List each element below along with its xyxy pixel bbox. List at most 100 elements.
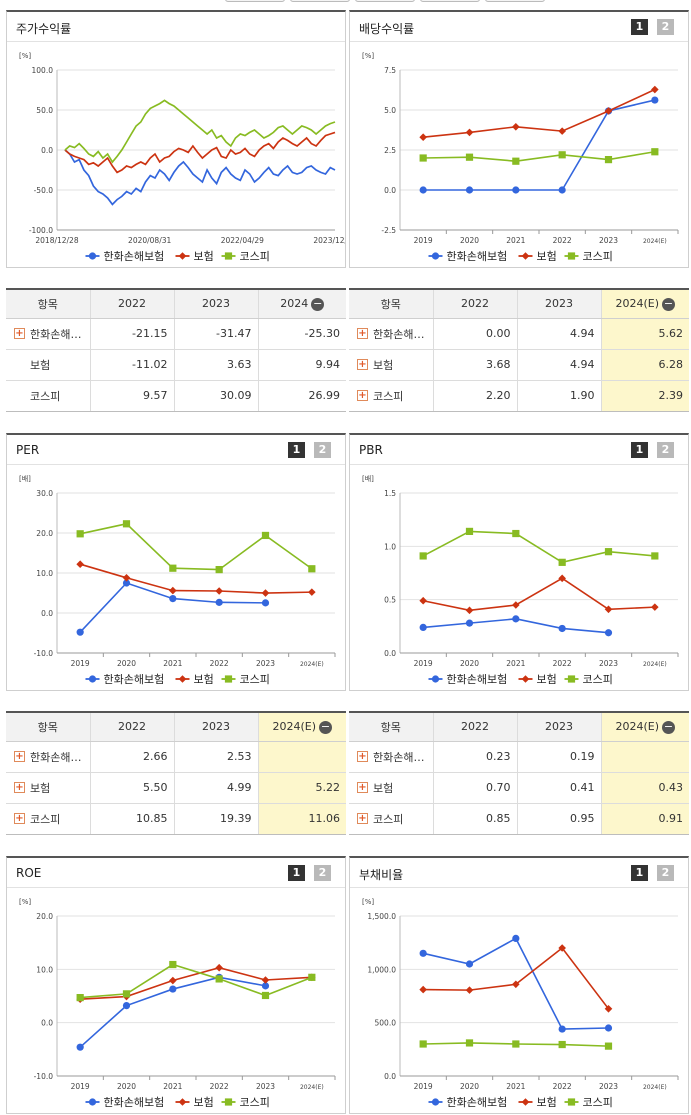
- legend-item[interactable]: 코스피: [564, 1096, 613, 1109]
- legend-item[interactable]: 한화손해보험: [85, 672, 165, 686]
- y-tick-label: 0.0: [384, 1072, 396, 1081]
- page-2-button[interactable]: 2: [657, 19, 674, 35]
- value-cell: 0.00: [432, 318, 517, 350]
- expand-plus-icon[interactable]: +: [357, 813, 368, 824]
- row-name-cell: + 보험: [349, 772, 433, 804]
- data-point: [512, 157, 520, 165]
- table-header: 2024(E) −: [600, 712, 689, 742]
- table-header: 2022: [432, 712, 517, 742]
- legend-item[interactable]: 한화손해보험: [428, 1095, 508, 1109]
- table-header: 항목: [349, 712, 433, 742]
- series-line: [80, 966, 312, 1000]
- page-1-button[interactable]: 1: [631, 442, 648, 458]
- page-2-button[interactable]: 2: [657, 865, 674, 881]
- panel-header: PER 1 2: [7, 435, 345, 465]
- data-point: [76, 560, 84, 568]
- x-tick-label: 2019: [71, 1082, 90, 1091]
- page-1-button[interactable]: 1: [288, 442, 305, 458]
- y-unit-label: [%]: [19, 52, 31, 60]
- page-2-button[interactable]: 2: [314, 442, 331, 458]
- data-point: [122, 990, 131, 998]
- value-cell: 2.66: [89, 741, 174, 773]
- legend-item[interactable]: 보험: [518, 250, 557, 263]
- legend-item[interactable]: 코스피: [564, 673, 613, 686]
- page-1-button[interactable]: 1: [631, 865, 648, 881]
- data-point: [419, 552, 427, 560]
- legend-item[interactable]: 한화손해보험: [428, 249, 508, 263]
- expand-plus-icon[interactable]: +: [14, 813, 25, 824]
- panel-title: 부채비율: [359, 868, 404, 882]
- y-tick-label: 1.0: [384, 542, 396, 551]
- legend-item[interactable]: 보험: [175, 673, 214, 686]
- series-line: [423, 88, 656, 138]
- row-name-cell: 코스피: [6, 380, 90, 412]
- data-point: [419, 186, 427, 194]
- legend-item[interactable]: 보험: [175, 250, 214, 263]
- top-control[interactable]: [290, 0, 350, 2]
- row-name: 코스피: [373, 389, 404, 403]
- collapse-icon[interactable]: −: [662, 719, 676, 734]
- y-tick-label: 0.0: [384, 649, 396, 658]
- legend-item[interactable]: 한화손해보험: [85, 249, 165, 263]
- expand-plus-icon[interactable]: +: [357, 328, 368, 339]
- x-tick-label: 2021: [163, 659, 182, 668]
- series-1-line: [64, 149, 336, 206]
- expand-plus-icon[interactable]: +: [14, 782, 25, 793]
- top-control[interactable]: [485, 0, 545, 2]
- legend-marker: [431, 675, 440, 683]
- legend-item[interactable]: 코스피: [564, 250, 613, 263]
- series-3: [76, 960, 316, 1002]
- top-control[interactable]: [225, 0, 285, 2]
- legend-item[interactable]: 한화손해보험: [428, 672, 508, 686]
- data-point: [512, 186, 520, 194]
- row-name: 한화손해…: [373, 327, 425, 341]
- expand-plus-icon[interactable]: +: [357, 359, 368, 370]
- data-point: [512, 1040, 520, 1048]
- expand-plus-icon[interactable]: +: [357, 782, 368, 793]
- legend-item[interactable]: 보험: [518, 1096, 557, 1109]
- expand-plus-icon[interactable]: +: [14, 751, 25, 762]
- value-cell: 0.41: [516, 772, 601, 804]
- top-control[interactable]: [355, 0, 415, 2]
- legend-label: 한화손해보험: [447, 672, 508, 686]
- data-point: [169, 564, 177, 572]
- legend-item[interactable]: 보험: [175, 1096, 214, 1109]
- y-tick-label: 100.0: [32, 66, 54, 75]
- row-name: 코스피: [30, 812, 61, 826]
- page-1-button[interactable]: 1: [631, 19, 648, 35]
- expand-plus-icon[interactable]: +: [14, 328, 25, 339]
- legend-item[interactable]: 한화손해보험: [85, 1095, 165, 1109]
- series-3: [419, 148, 659, 165]
- legend-item[interactable]: 코스피: [221, 250, 270, 263]
- table-header: 2023: [516, 712, 601, 742]
- expand-plus-icon[interactable]: +: [357, 751, 368, 762]
- series-2: [419, 574, 659, 615]
- legend-item[interactable]: 코스피: [221, 1096, 270, 1109]
- data-point: [651, 96, 659, 104]
- page-1-button[interactable]: 1: [288, 865, 305, 881]
- x-tick-label: 2023: [599, 236, 618, 245]
- collapse-icon[interactable]: −: [311, 296, 325, 311]
- data-point: [604, 1005, 613, 1013]
- series-line: [423, 150, 655, 163]
- legend-label: 보험: [194, 1096, 214, 1109]
- panel-title: 주가수익률: [16, 22, 72, 36]
- legend-item[interactable]: 보험: [518, 673, 557, 686]
- page-2-button[interactable]: 2: [314, 865, 331, 881]
- y-tick-label: 5.0: [384, 106, 396, 115]
- expand-plus-icon[interactable]: +: [357, 390, 368, 401]
- row-name: 보험: [373, 781, 394, 795]
- legend-item[interactable]: 코스피: [221, 673, 270, 686]
- table-header: 항목: [349, 289, 433, 319]
- collapse-icon[interactable]: −: [319, 719, 333, 734]
- data-point: [512, 601, 520, 609]
- value-cell: 5.62: [600, 318, 689, 350]
- top-control[interactable]: [420, 0, 480, 2]
- collapse-icon[interactable]: −: [662, 296, 676, 311]
- x-tick-label: 2020: [460, 659, 479, 668]
- page-2-button[interactable]: 2: [657, 442, 674, 458]
- legend-marker: [567, 252, 576, 260]
- y-tick-label: 0.0: [41, 146, 53, 155]
- x-tick-label: 2019: [414, 236, 433, 245]
- value-cell: 4.94: [516, 318, 601, 350]
